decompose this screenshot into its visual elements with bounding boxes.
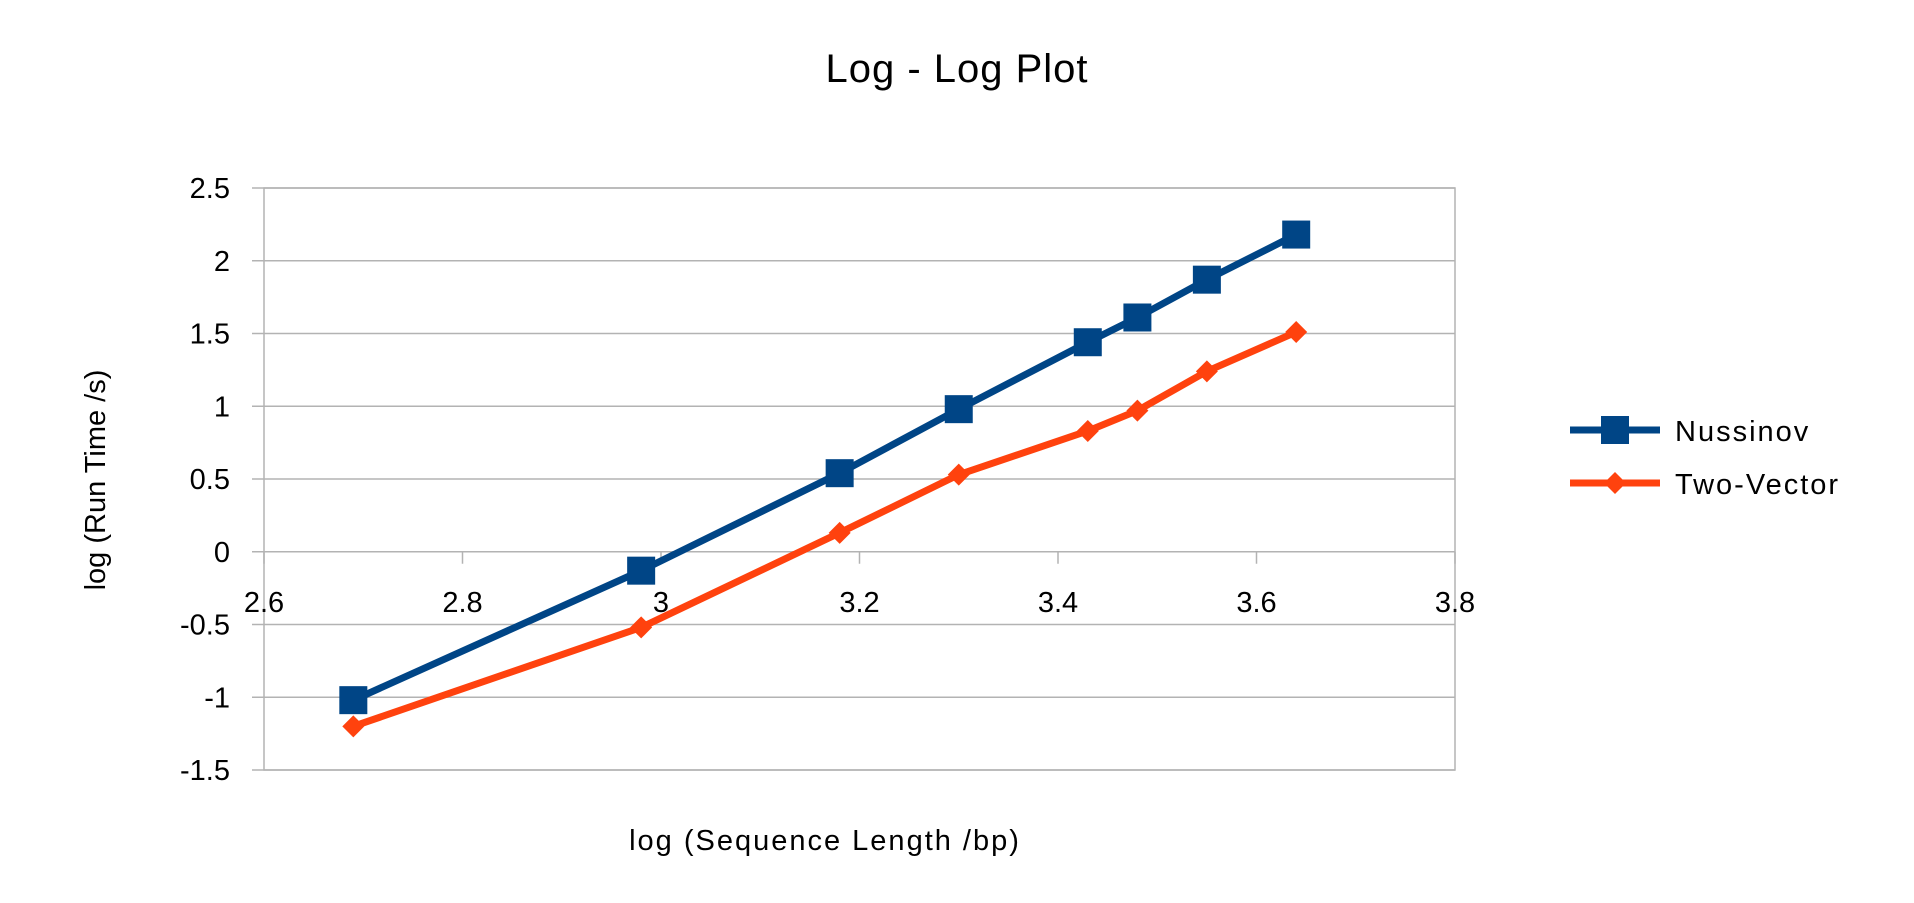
y-tick-label: 2.5 <box>190 173 230 205</box>
series <box>339 220 1311 738</box>
x-axis-label: log (Sequence Length /bp) <box>629 825 1021 857</box>
legend-swatch-marker <box>1601 416 1629 444</box>
x-tick-label: 3.6 <box>1236 587 1276 619</box>
series-two-vector <box>342 321 1308 738</box>
x-tick-label: 3.2 <box>839 587 879 619</box>
series-line <box>352 328 1298 730</box>
legend-swatch-marker <box>1604 472 1626 494</box>
series-nussinov <box>339 220 1311 715</box>
data-point <box>828 521 851 544</box>
tick-labels: 2.5 2 1.5 1 0.5 0 -0.5 -1 -1.5 2.6 2.8 3 3.2 3.4 3.6 3.… <box>180 173 1475 787</box>
data-point <box>1073 328 1102 357</box>
series-line <box>351 231 1298 704</box>
y-tick-label: 2 <box>214 246 230 278</box>
data-point <box>947 463 970 486</box>
y-tick-label: 0 <box>214 537 230 569</box>
data-point <box>1126 399 1149 422</box>
data-point <box>1123 303 1152 332</box>
y-tick-label: 1 <box>214 391 230 423</box>
x-tick-label: 3 <box>653 587 669 619</box>
data-point <box>1282 220 1311 249</box>
y-tick-label: -0.5 <box>180 610 230 642</box>
y-tick-label: 0.5 <box>190 464 230 496</box>
legend-label: Nussinov <box>1675 416 1810 448</box>
data-point <box>339 686 368 715</box>
y-tick-label: 1.5 <box>190 319 230 351</box>
chart-title: Log - Log Plot <box>825 47 1088 91</box>
y-axis-label: log (Run Time /s) <box>80 370 112 591</box>
data-point <box>944 395 973 424</box>
data-point <box>627 556 656 585</box>
data-point <box>825 459 854 488</box>
legend-label: Two-Vector <box>1675 469 1840 501</box>
data-point <box>1076 419 1099 442</box>
data-point <box>342 715 365 738</box>
data-point <box>1195 360 1218 383</box>
y-tick-label: -1 <box>204 682 230 714</box>
x-tick-label: 3.4 <box>1038 587 1078 619</box>
y-tick-label: -1.5 <box>180 755 230 787</box>
data-point <box>1192 265 1221 294</box>
data-point <box>630 616 653 639</box>
x-tick-label: 3.8 <box>1435 587 1475 619</box>
data-point <box>1285 321 1308 344</box>
x-tick-label: 2.6 <box>244 587 284 619</box>
x-tick-label: 2.8 <box>442 587 482 619</box>
plot-area-border <box>263 187 1456 771</box>
legend: Nussinov Two-Vector <box>1570 416 1840 501</box>
